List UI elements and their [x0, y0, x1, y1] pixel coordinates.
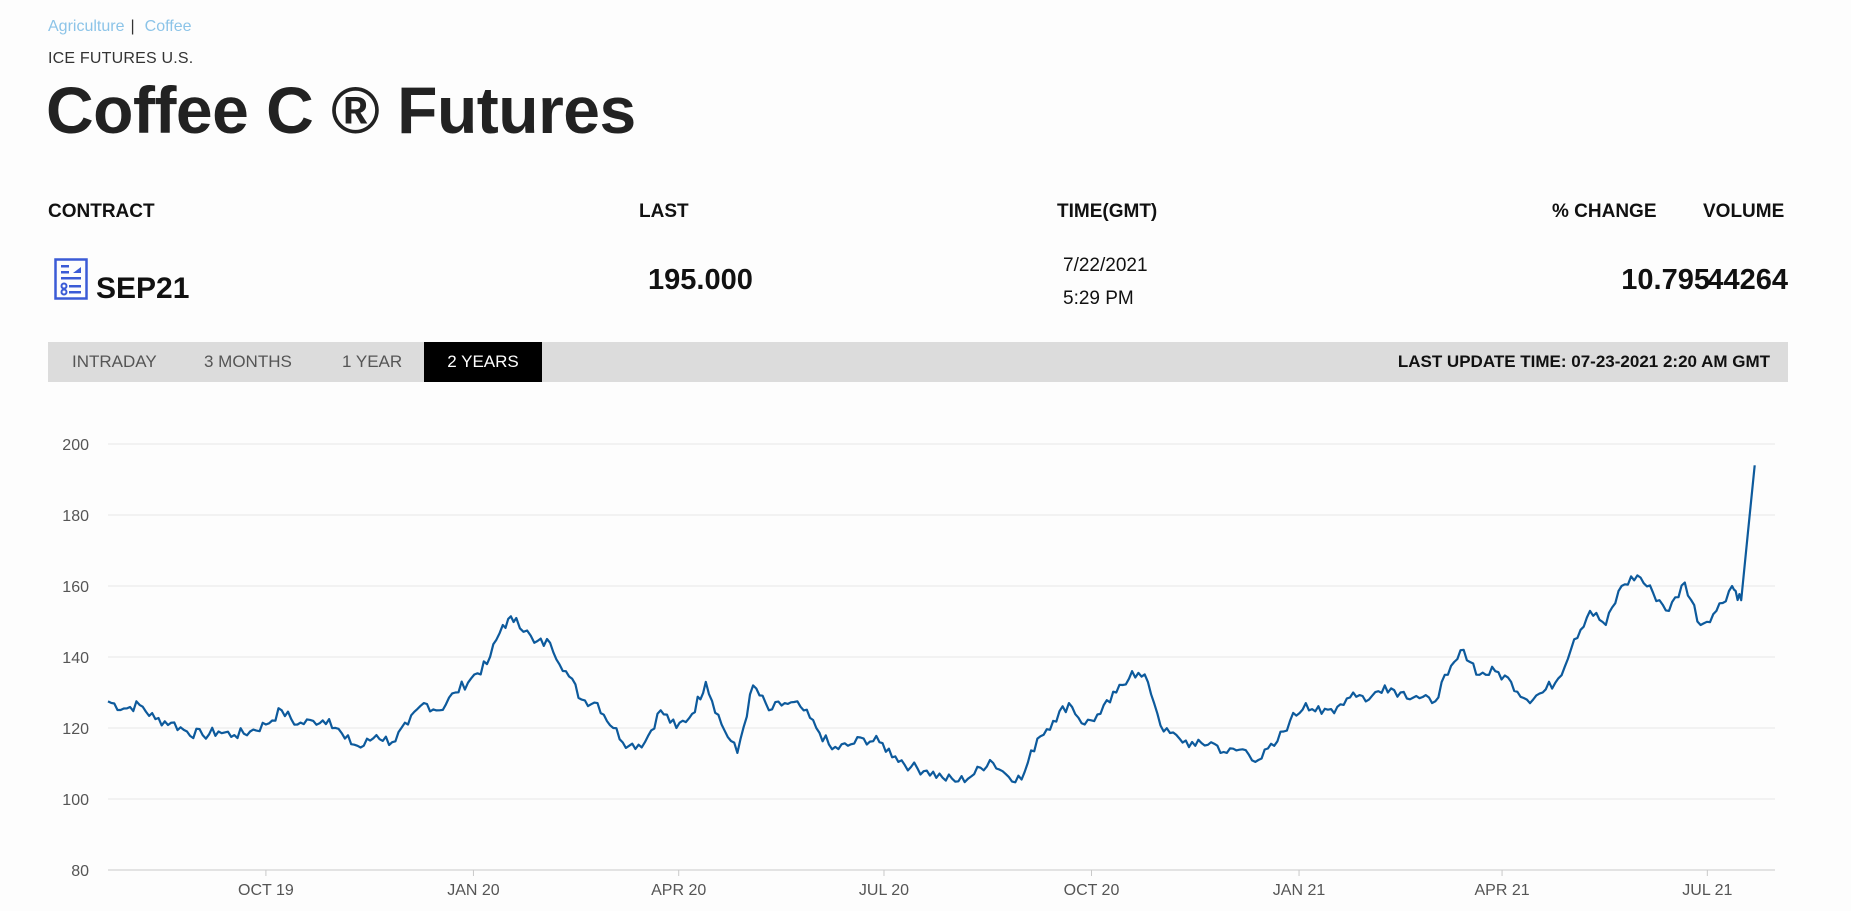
- header-last: LAST: [639, 201, 689, 222]
- trade-date: 7/22/2021: [1063, 255, 1148, 276]
- volume-value: 44264: [1707, 264, 1788, 296]
- price-series-line: [107, 465, 1756, 784]
- x-tick-label: APR 21: [1474, 882, 1529, 899]
- page: Agriculture | Coffee ICE FUTURES U.S. Co…: [46, 0, 1788, 911]
- last-update-time: LAST UPDATE TIME: 07-23-2021 2:20 AM GMT: [1397, 352, 1770, 371]
- tab-2-years[interactable]: 2 YEARS: [424, 342, 542, 382]
- header-change: % CHANGE: [1552, 201, 1657, 222]
- breadcrumb-link-coffee[interactable]: Coffee: [144, 18, 192, 35]
- exchange-label: ICE FUTURES U.S.: [48, 50, 194, 67]
- tab-3-months[interactable]: 3 MONTHS: [204, 352, 292, 371]
- x-tick-label: JUL 20: [859, 882, 909, 899]
- header-volume: VOLUME: [1703, 201, 1785, 222]
- y-tick-label: 140: [62, 650, 89, 667]
- y-tick-label: 120: [62, 721, 89, 738]
- tab-intraday[interactable]: INTRADAY: [72, 352, 157, 371]
- last-price: 195.000: [648, 264, 753, 296]
- header-time: TIME(GMT): [1057, 201, 1158, 222]
- y-tick-label: 80: [71, 863, 89, 880]
- x-tick-label: JAN 21: [1273, 882, 1326, 899]
- report-icon[interactable]: [54, 258, 88, 300]
- trade-time: 5:29 PM: [1063, 288, 1134, 309]
- range-tabbar: INTRADAY 3 MONTHS 1 YEAR 2 YEARS LAST UP…: [48, 342, 1788, 382]
- x-tick-label: APR 20: [651, 882, 706, 899]
- contract-name[interactable]: SEP21: [96, 272, 190, 305]
- breadcrumb-separator: |: [130, 18, 135, 35]
- x-tick-label: OCT 20: [1064, 882, 1120, 899]
- y-tick-label: 180: [62, 508, 89, 525]
- header-contract: CONTRACT: [48, 201, 155, 222]
- breadcrumb: Agriculture | Coffee: [48, 18, 192, 36]
- x-tick-label: JAN 20: [447, 882, 500, 899]
- page-title: Coffee C ® Futures: [46, 73, 636, 147]
- y-tick-label: 100: [62, 792, 89, 809]
- x-tick-label: JUL 21: [1682, 882, 1732, 899]
- percent-change: 10.795: [1621, 264, 1710, 296]
- x-tick-label: OCT 19: [238, 882, 294, 899]
- y-tick-label: 160: [62, 579, 89, 596]
- y-tick-label: 200: [62, 437, 89, 454]
- tab-1-year[interactable]: 1 YEAR: [342, 352, 403, 371]
- breadcrumb-link-agriculture[interactable]: Agriculture: [48, 18, 125, 35]
